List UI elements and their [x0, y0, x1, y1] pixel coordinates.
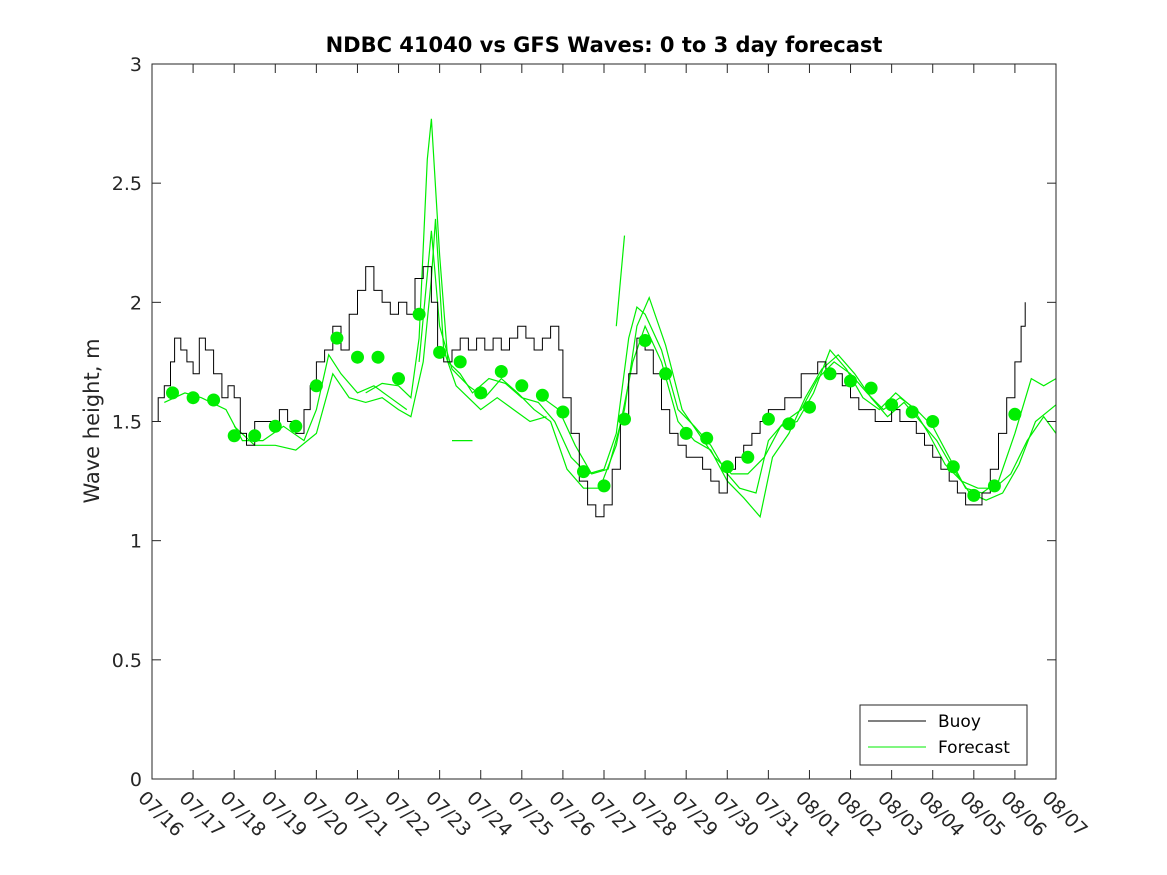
forecast-marker: [905, 405, 919, 419]
forecast-marker: [782, 417, 796, 431]
x-tick-label: 07/22: [380, 787, 434, 841]
x-tick-label: 07/24: [462, 787, 516, 841]
forecast-series-line: [233, 218, 547, 451]
forecast-marker: [207, 393, 221, 407]
forecast-marker: [166, 386, 179, 400]
x-tick-label: 07/29: [668, 787, 722, 841]
forecast-series-line: [615, 235, 626, 327]
x-tick-label: 07/23: [421, 787, 475, 841]
x-tick-label: 08/04: [914, 787, 968, 841]
x-tick-label: 08/06: [996, 787, 1050, 841]
forecast-marker: [556, 405, 570, 419]
legend: Buoy Forecast: [859, 704, 1028, 766]
y-axis: 0 0.5 1 1.5 2 2.5 3: [112, 54, 1056, 791]
legend-forecast-label: Forecast: [938, 738, 1010, 758]
legend-box: [859, 704, 1028, 766]
forecast-marker: [351, 350, 364, 364]
forecast-marker: [823, 367, 837, 381]
forecast-marker: [1008, 407, 1022, 421]
forecast-marker: [227, 429, 241, 443]
forecast-marker: [720, 460, 734, 474]
forecast-marker: [371, 350, 385, 364]
forecast-marker: [268, 419, 282, 433]
y-axis-label: Wave height, m: [80, 338, 104, 503]
forecast-marker: [474, 386, 488, 400]
x-tick-label: 07/25: [503, 787, 557, 841]
x-tick-label: 07/27: [585, 787, 639, 841]
forecast-marker: [864, 381, 878, 395]
x-tick-label: 07/28: [627, 787, 681, 841]
forecast-marker: [679, 426, 693, 440]
x-tick-label: 08/02: [832, 787, 886, 841]
forecast-marker: [967, 488, 981, 502]
x-tick-label: 07/16: [133, 787, 187, 841]
x-tick-label: 07/17: [175, 787, 229, 841]
forecast-marker: [289, 419, 303, 433]
forecast-marker: [309, 379, 323, 393]
x-tick-label: 07/30: [709, 787, 763, 841]
forecast-marker: [494, 365, 508, 378]
x-tick-label: 07/20: [298, 787, 352, 841]
forecast-series-line: [164, 353, 408, 442]
y-tick-label: 2.5: [112, 173, 142, 195]
forecast-marker: [597, 479, 611, 493]
forecast-marker: [638, 334, 652, 347]
x-tick-label: 08/07: [1037, 787, 1091, 841]
forecast-marker: [515, 379, 529, 393]
forecast-marker: [700, 431, 714, 445]
forecast-marker: [577, 465, 590, 479]
forecast-marker: [392, 372, 405, 386]
x-tick-label: 07/19: [257, 787, 311, 841]
forecast-marker: [248, 429, 262, 443]
x-tick-label: 07/26: [544, 787, 598, 841]
buoy-series-line: [152, 266, 1026, 518]
plot-area: [152, 118, 1057, 519]
x-tick-label: 08/01: [791, 787, 845, 841]
y-tick-label: 1: [130, 531, 142, 553]
forecast-marker: [330, 331, 344, 345]
x-tick-label: 08/03: [873, 787, 927, 841]
forecast-marker: [453, 355, 467, 369]
y-tick-label: 0: [130, 769, 142, 791]
forecast-marker: [535, 388, 549, 402]
forecast-marker: [186, 391, 200, 405]
forecast-marker: [412, 307, 426, 321]
x-tick-label: 08/05: [955, 787, 1009, 841]
forecast-marker: [761, 412, 775, 426]
forecast-marker: [987, 479, 1001, 493]
forecast-marker: [741, 450, 755, 464]
x-tick-label: 07/31: [750, 787, 804, 841]
forecast-marker: [659, 367, 673, 381]
x-tick-label: 07/18: [216, 787, 270, 841]
legend-buoy-label: Buoy: [938, 712, 981, 732]
forecast-marker: [885, 398, 899, 412]
y-tick-label: 1.5: [112, 412, 142, 434]
x-tick-label: 07/21: [339, 787, 393, 841]
forecast-marker: [946, 460, 960, 474]
forecast-marker: [433, 345, 447, 359]
chart-title: NDBC 41040 vs GFS Waves: 0 to 3 day fore…: [326, 33, 883, 57]
y-tick-label: 2: [130, 292, 142, 314]
forecast-marker: [618, 412, 631, 426]
forecast-marker: [803, 400, 816, 414]
forecast-marker: [844, 374, 857, 388]
forecast-marker: [926, 415, 940, 428]
y-tick-label: 3: [130, 54, 142, 76]
y-tick-label: 0.5: [112, 650, 142, 672]
forecast-series-line: [542, 295, 1057, 489]
